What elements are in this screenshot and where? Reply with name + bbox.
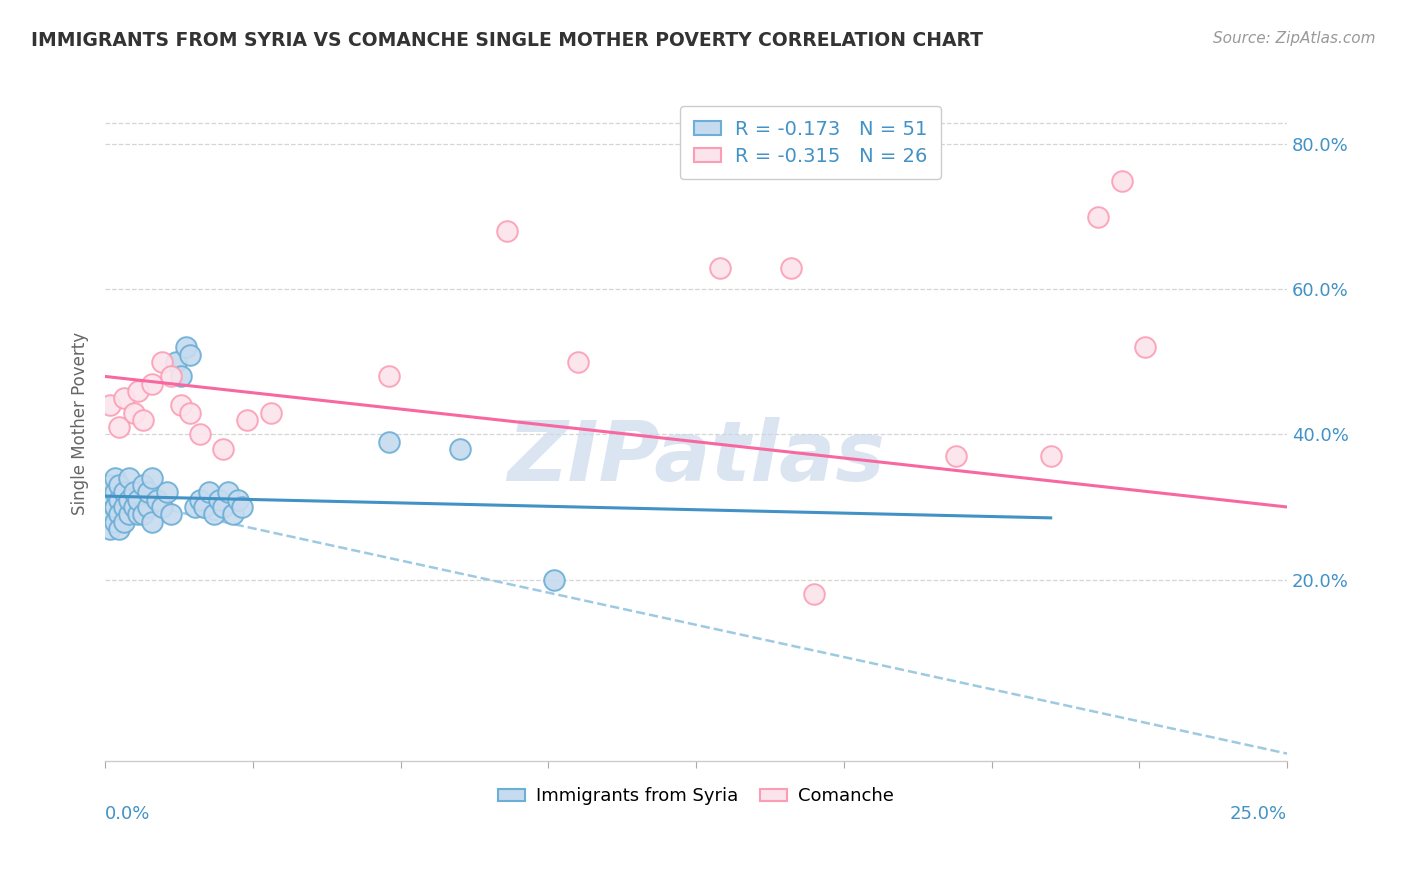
Point — [108, 492, 131, 507]
Point — [212, 442, 235, 456]
Point — [127, 492, 149, 507]
Point — [496, 224, 519, 238]
Point — [132, 508, 155, 522]
Point — [98, 399, 121, 413]
Point — [104, 500, 127, 514]
Text: ZIPatlas: ZIPatlas — [508, 417, 886, 498]
Point — [156, 485, 179, 500]
Point — [378, 369, 401, 384]
Point — [543, 573, 565, 587]
Point — [198, 485, 221, 500]
Point — [170, 369, 193, 384]
Point — [150, 355, 173, 369]
Point — [217, 485, 239, 500]
Point — [236, 413, 259, 427]
Point — [112, 391, 135, 405]
Point — [1087, 210, 1109, 224]
Point — [136, 485, 159, 500]
Point — [378, 434, 401, 449]
Text: IMMIGRANTS FROM SYRIA VS COMANCHE SINGLE MOTHER POVERTY CORRELATION CHART: IMMIGRANTS FROM SYRIA VS COMANCHE SINGLE… — [31, 31, 983, 50]
Point — [184, 500, 207, 514]
Point — [132, 478, 155, 492]
Point — [98, 508, 121, 522]
Point — [141, 376, 163, 391]
Point — [779, 260, 801, 275]
Point — [146, 492, 169, 507]
Point — [160, 369, 183, 384]
Point — [1111, 174, 1133, 188]
Legend: Immigrants from Syria, Comanche: Immigrants from Syria, Comanche — [491, 780, 901, 813]
Point — [174, 341, 197, 355]
Point — [226, 492, 249, 507]
Point — [188, 427, 211, 442]
Point — [1135, 341, 1157, 355]
Point — [1039, 449, 1062, 463]
Point — [179, 348, 201, 362]
Text: Source: ZipAtlas.com: Source: ZipAtlas.com — [1212, 31, 1375, 46]
Point — [165, 355, 187, 369]
Point — [202, 508, 225, 522]
Point — [122, 485, 145, 500]
Point — [118, 492, 141, 507]
Point — [98, 478, 121, 492]
Point — [127, 384, 149, 398]
Point — [108, 508, 131, 522]
Point — [449, 442, 471, 456]
Point — [108, 478, 131, 492]
Point — [122, 406, 145, 420]
Text: 0.0%: 0.0% — [105, 805, 150, 822]
Point — [98, 492, 121, 507]
Point — [567, 355, 589, 369]
Y-axis label: Single Mother Poverty: Single Mother Poverty — [72, 332, 89, 516]
Point — [141, 515, 163, 529]
Text: 25.0%: 25.0% — [1230, 805, 1286, 822]
Point — [193, 500, 215, 514]
Point — [112, 515, 135, 529]
Point — [108, 420, 131, 434]
Point — [260, 406, 283, 420]
Point — [104, 515, 127, 529]
Point — [945, 449, 967, 463]
Point — [132, 413, 155, 427]
Point — [141, 471, 163, 485]
Point — [98, 522, 121, 536]
Point — [709, 260, 731, 275]
Point — [108, 522, 131, 536]
Point — [212, 500, 235, 514]
Point — [118, 508, 141, 522]
Point — [231, 500, 253, 514]
Point — [222, 508, 245, 522]
Point — [136, 500, 159, 514]
Point — [104, 500, 127, 514]
Point — [170, 399, 193, 413]
Point — [118, 471, 141, 485]
Point — [179, 406, 201, 420]
Point — [160, 508, 183, 522]
Point — [104, 485, 127, 500]
Point — [122, 500, 145, 514]
Point — [104, 471, 127, 485]
Point — [208, 492, 231, 507]
Point — [803, 587, 825, 601]
Point — [112, 500, 135, 514]
Point — [150, 500, 173, 514]
Point — [188, 492, 211, 507]
Point — [127, 508, 149, 522]
Point — [112, 485, 135, 500]
